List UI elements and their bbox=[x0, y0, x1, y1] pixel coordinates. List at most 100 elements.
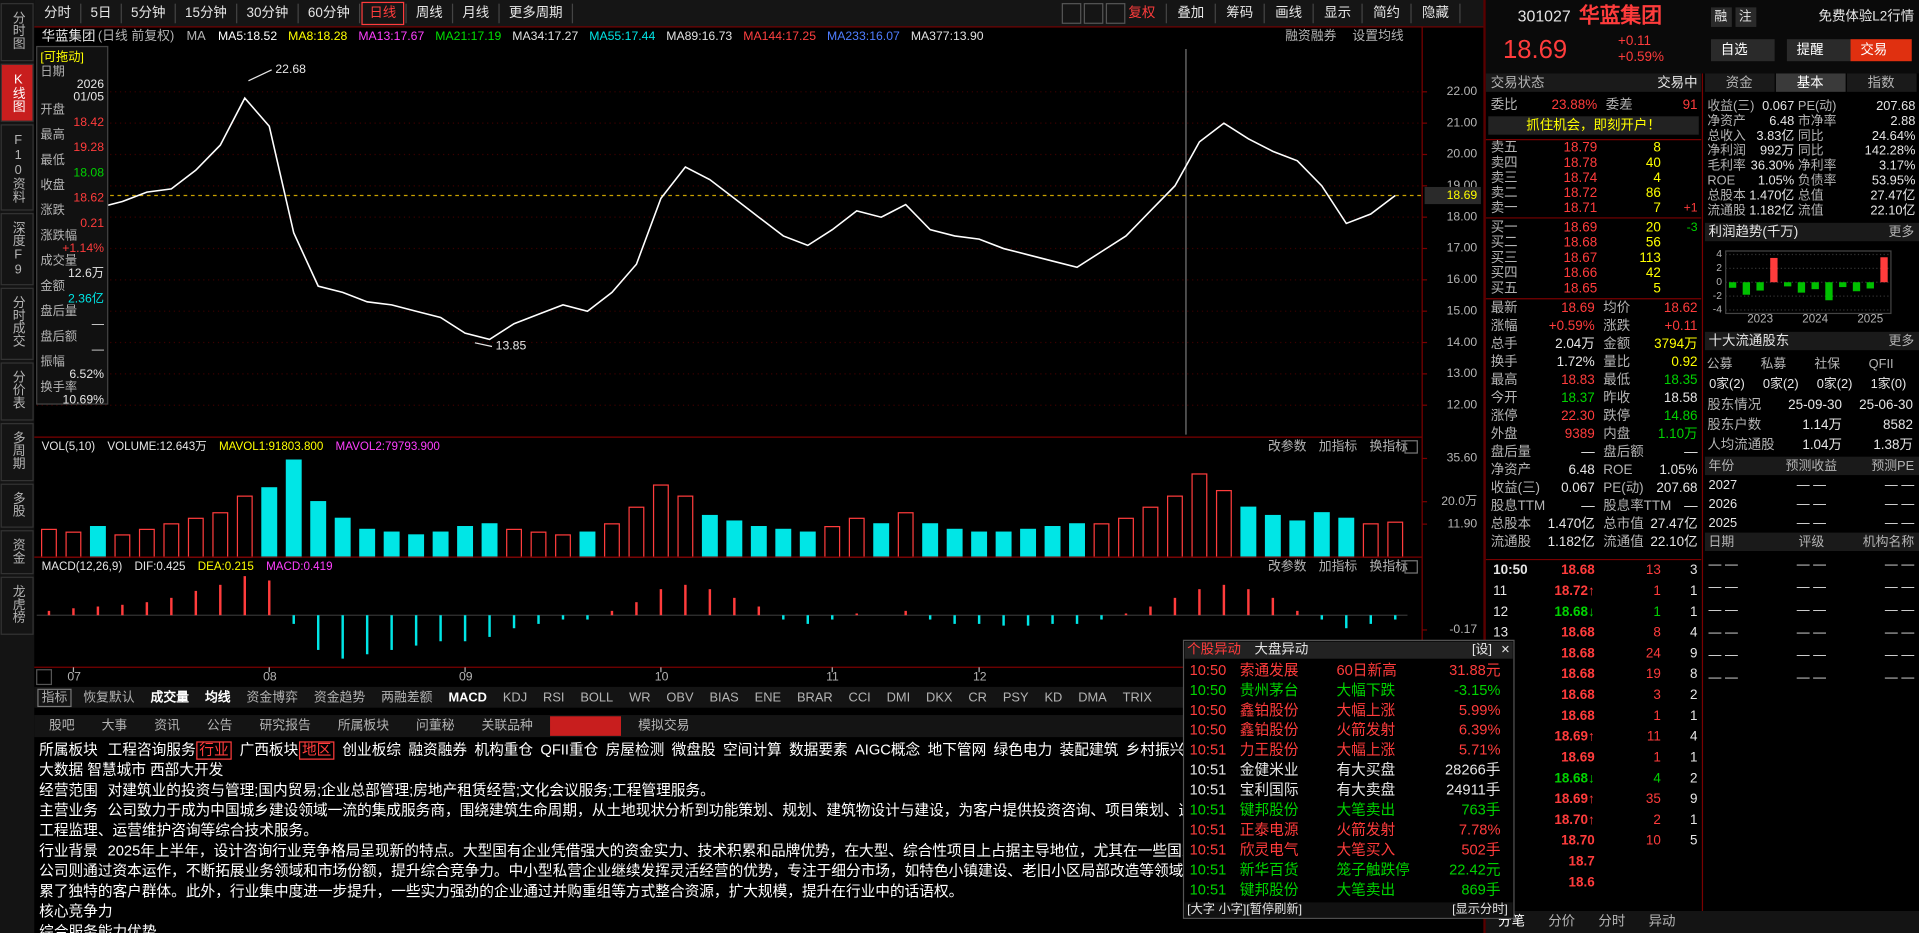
indicator-tab[interactable]: 均线 bbox=[205, 689, 231, 704]
banner[interactable]: 抓住机会，即刻开户！ bbox=[1526, 117, 1661, 133]
tag[interactable]: QFII重仓 bbox=[540, 741, 598, 758]
alert-stock[interactable]: 鑫铂股份 bbox=[1240, 701, 1299, 719]
alert-stock[interactable]: 正泰电源 bbox=[1240, 822, 1299, 839]
indicator-tab[interactable]: 资金趋势 bbox=[314, 689, 366, 704]
panel-close[interactable] bbox=[1404, 560, 1418, 574]
quote-button[interactable] bbox=[1850, 39, 1912, 62]
quote-button-label[interactable]: 自选 bbox=[1721, 42, 1748, 57]
side-tab-label[interactable]: F10资料 bbox=[11, 132, 26, 203]
indicator-tab[interactable]: KD bbox=[1044, 689, 1062, 704]
period-tab[interactable]: 更多周期 bbox=[509, 4, 563, 20]
alert-stock[interactable]: 欣灵电气 bbox=[1240, 841, 1299, 858]
indicator-tab[interactable]: DKX bbox=[926, 689, 953, 704]
side-tab-label[interactable]: 多周期 bbox=[11, 431, 26, 471]
panel-close[interactable] bbox=[1404, 440, 1418, 454]
quote-button-label[interactable]: 交易 bbox=[1860, 41, 1887, 57]
fund-tab[interactable]: 基本 bbox=[1797, 74, 1824, 90]
period-tab[interactable]: 日线 bbox=[369, 5, 396, 20]
alert-stock[interactable]: 新华百货 bbox=[1240, 861, 1299, 878]
f10-tab[interactable]: 股吧 bbox=[49, 717, 75, 732]
tool-button[interactable]: 筹码 bbox=[1226, 4, 1253, 20]
f10-tab[interactable]: 问董秘 bbox=[416, 717, 455, 732]
indicator-tab[interactable]: TRIX bbox=[1123, 689, 1153, 704]
alert-stock[interactable]: 金健米业 bbox=[1240, 762, 1299, 779]
indicator-tab[interactable]: DMI bbox=[887, 689, 911, 704]
alert-footer-right[interactable]: [显示分时] bbox=[1452, 902, 1508, 916]
tool-button[interactable]: 画线 bbox=[1275, 5, 1302, 20]
tag[interactable]: 创业板综 bbox=[342, 740, 401, 758]
side-tab-label[interactable]: 多股 bbox=[11, 492, 26, 518]
link[interactable]: 设置均线 bbox=[1352, 28, 1404, 43]
indicator-tab[interactable]: WR bbox=[629, 689, 650, 704]
fund-tab[interactable]: 资金 bbox=[1726, 75, 1753, 90]
side-tab[interactable] bbox=[0, 124, 34, 211]
fund-tab-box[interactable] bbox=[1704, 73, 1775, 92]
side-tab[interactable] bbox=[0, 483, 34, 528]
tool-button[interactable]: 隐藏 bbox=[1422, 5, 1449, 20]
side-tab[interactable] bbox=[0, 3, 34, 62]
tool-button[interactable]: 叠加 bbox=[1177, 5, 1204, 20]
alert-stock[interactable]: 键邦股份 bbox=[1240, 881, 1299, 898]
period-tab[interactable]: 60分钟 bbox=[308, 4, 350, 20]
f10-tab[interactable]: 公告 bbox=[207, 717, 233, 732]
tag[interactable]: 装配建筑 bbox=[1060, 741, 1119, 758]
indicator-tab[interactable]: ENE bbox=[755, 689, 782, 704]
alert-stock[interactable]: 索通发展 bbox=[1240, 662, 1299, 679]
indicator-tab[interactable]: BRAR bbox=[797, 689, 833, 704]
f10-tab[interactable]: 所属板块 bbox=[338, 717, 390, 732]
indicator-tab[interactable]: 恢复默认 bbox=[83, 689, 135, 704]
side-tab[interactable] bbox=[0, 423, 34, 482]
indicator-tab[interactable]: 两融差额 bbox=[381, 689, 433, 704]
tool-icon[interactable] bbox=[1083, 3, 1104, 24]
side-tab-label[interactable]: 资金 bbox=[11, 538, 26, 564]
side-tab[interactable] bbox=[0, 362, 34, 421]
trade-tab[interactable]: 异动 bbox=[1649, 914, 1676, 929]
indicator-tab[interactable]: OBV bbox=[666, 689, 694, 704]
alert-stock[interactable]: 贵州茅台 bbox=[1240, 682, 1299, 699]
quote-button-label[interactable]: 提醒 bbox=[1797, 42, 1824, 57]
tag[interactable]: 微盘股 bbox=[672, 740, 716, 758]
indicator-tab[interactable]: KDJ bbox=[503, 689, 527, 704]
tag[interactable]: 地下管网 bbox=[928, 741, 987, 758]
panel-link[interactable]: 改参数 bbox=[1268, 438, 1307, 453]
f10-tab[interactable]: 关联品种 bbox=[482, 717, 534, 732]
tag[interactable]: 房屋检测 bbox=[606, 741, 665, 758]
period-tab[interactable]: 5日 bbox=[91, 5, 112, 20]
panel-link[interactable]: 加指标 bbox=[1319, 558, 1358, 573]
f10-tab[interactable]: 大事 bbox=[102, 717, 128, 732]
alert-stock[interactable]: 力王股份 bbox=[1240, 742, 1299, 759]
tag[interactable]: 绿色电力 bbox=[994, 741, 1053, 758]
period-tab[interactable]: 15分钟 bbox=[185, 4, 227, 20]
indicator-tab[interactable]: 指标 bbox=[42, 689, 68, 704]
tag[interactable]: 融资融券 bbox=[408, 741, 467, 758]
indicator-tab[interactable]: BOLL bbox=[580, 689, 613, 704]
quote-button[interactable] bbox=[1711, 39, 1775, 62]
alert-settings[interactable]: [设] bbox=[1472, 642, 1492, 657]
indicator-tab[interactable]: RSI bbox=[543, 689, 564, 704]
side-tab[interactable] bbox=[0, 576, 34, 635]
tool-icon[interactable] bbox=[1061, 3, 1082, 24]
fund-tab[interactable]: 指数 bbox=[1868, 75, 1895, 90]
period-tab[interactable]: 周线 bbox=[416, 5, 443, 20]
scroll-button[interactable] bbox=[36, 669, 53, 686]
alert-tab[interactable]: 大盘异动 bbox=[1254, 641, 1308, 657]
trade-tab[interactable]: 分价 bbox=[1548, 914, 1575, 929]
panel-link[interactable]: 换指标 bbox=[1370, 438, 1409, 453]
tool-button[interactable]: 简约 bbox=[1373, 4, 1400, 20]
tool-button[interactable]: 复权 bbox=[1128, 4, 1155, 20]
link[interactable]: 融资融券 bbox=[1285, 28, 1337, 43]
indicator-tab[interactable]: CR bbox=[968, 689, 987, 704]
side-tab-label[interactable]: 分价表 bbox=[11, 370, 26, 409]
indicator-tab[interactable]: BIAS bbox=[709, 689, 738, 704]
more-link[interactable]: 更多 bbox=[1888, 333, 1914, 348]
side-tab-label[interactable]: 分时成交 bbox=[11, 296, 26, 348]
indicator-tab[interactable]: 成交量 bbox=[151, 689, 190, 704]
fund-tab-box[interactable] bbox=[1775, 73, 1846, 92]
period-tab[interactable]: 5分钟 bbox=[131, 4, 165, 20]
tag[interactable]: 工程咨询服务 bbox=[108, 741, 196, 758]
trade-tab[interactable]: 分时 bbox=[1598, 914, 1625, 929]
side-tab[interactable] bbox=[0, 213, 34, 286]
f10-tab[interactable]: 研究报告 bbox=[259, 717, 311, 732]
indicator-tab[interactable]: PSY bbox=[1003, 689, 1029, 704]
more-link[interactable]: 更多 bbox=[1888, 224, 1914, 239]
